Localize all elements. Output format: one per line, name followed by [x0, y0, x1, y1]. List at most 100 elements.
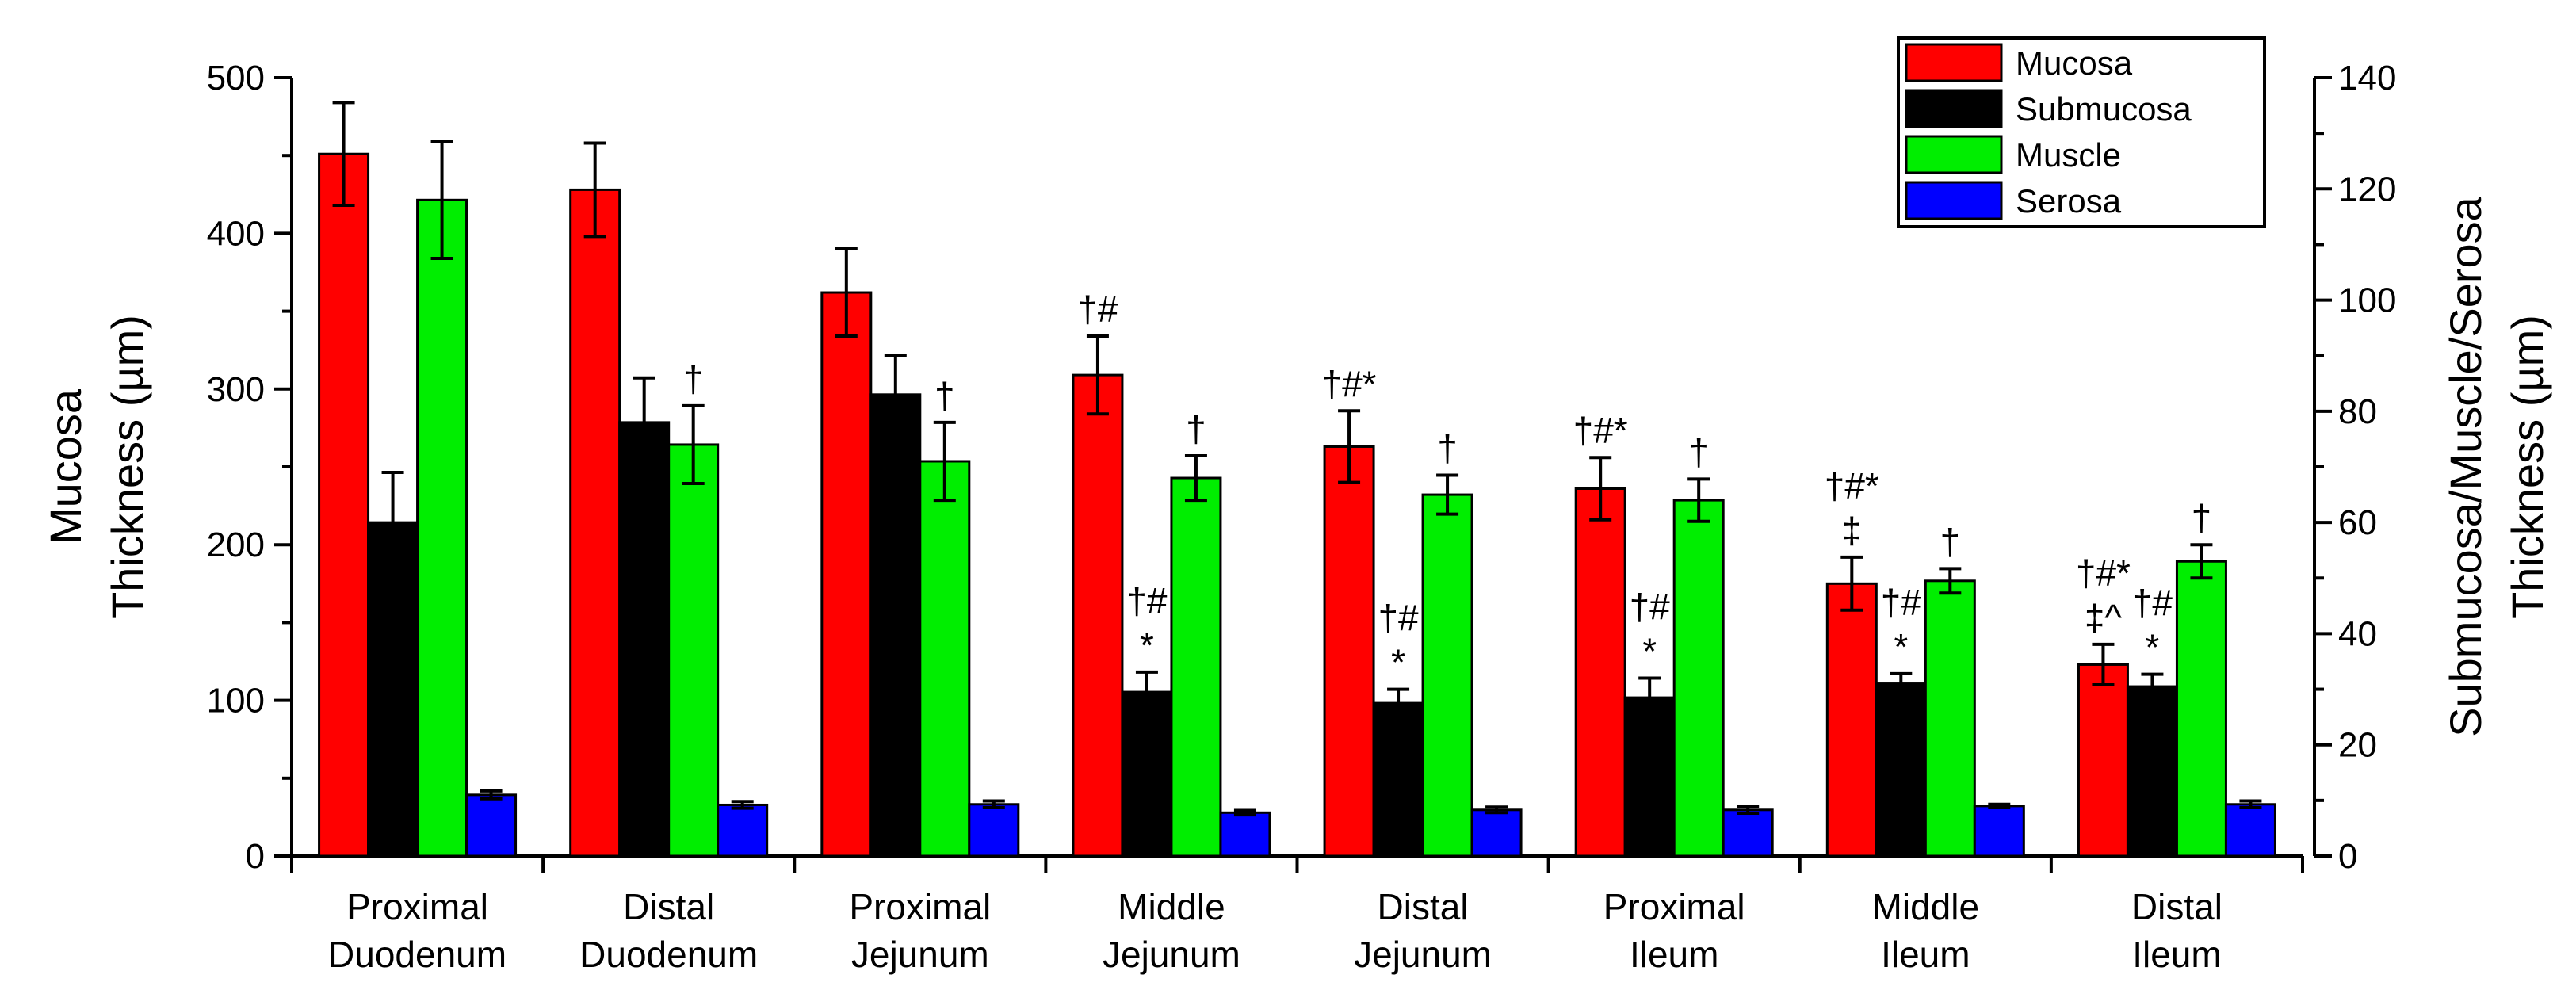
legend-swatch-muscle	[1905, 135, 2003, 174]
legend-swatch-submucosa	[1905, 89, 2003, 128]
legend-swatch-serosa	[1905, 181, 2003, 220]
significance-marker: †#	[1881, 582, 1922, 623]
bar-serosa	[717, 803, 769, 858]
category-label-line: Proximal	[346, 886, 488, 927]
category-label-line: Ileum	[2132, 934, 2221, 975]
significance-marker: †#	[2132, 583, 2173, 624]
bar-submucosa	[1875, 682, 1927, 858]
right-tick-label: 100	[2338, 281, 2396, 320]
legend-label-serosa: Serosa	[2016, 182, 2122, 220]
category-label-line: Jejunum	[1354, 934, 1492, 975]
bar-serosa	[1722, 808, 1774, 858]
category-label: Middle Ileum	[1872, 886, 1980, 975]
left-axis-title-line: Thickness (µm)	[102, 315, 152, 619]
legend-label-muscle: Muscle	[2016, 136, 2121, 174]
legend-label-submucosa: Submucosa	[2016, 90, 2192, 128]
bar-serosa	[465, 793, 518, 858]
left-tick-label: 400	[207, 214, 265, 253]
category-label: Proximal Ileum	[1603, 886, 1745, 975]
bar-serosa	[1219, 811, 1271, 858]
bar-mucosa	[1574, 487, 1626, 858]
error-bars	[332, 101, 2262, 817]
category-label-line: Ileum	[1881, 934, 1970, 975]
bar-mucosa	[2077, 663, 2129, 858]
significance-marker: *	[2145, 627, 2159, 668]
bar-submucosa	[869, 393, 922, 858]
category-label-line: Duodenum	[328, 934, 506, 975]
significance-marker: †	[1940, 521, 1961, 562]
significance-marker: †#*	[1825, 465, 1879, 506]
bar-serosa	[1470, 808, 1523, 858]
bar-serosa	[968, 803, 1020, 858]
left-axis-title: Mucosa Thickness (µm)	[40, 315, 152, 619]
significance-annotations: † ††#†#*††#*†#*† †#*†#*††#*‡†#*††#*‡^ †#*†	[683, 289, 2211, 683]
category-label: Proximal Duodenum	[328, 886, 506, 975]
bar-submucosa	[618, 421, 671, 858]
category-label-line: Proximal	[1603, 886, 1745, 927]
bar-serosa	[2224, 803, 2276, 858]
significance-marker: *	[1140, 625, 1154, 666]
significance-marker: ‡	[1842, 510, 1863, 551]
legend-swatch-mucosa	[1905, 43, 2003, 82]
right-tick-label: 60	[2338, 503, 2377, 542]
significance-marker: *	[1642, 631, 1657, 672]
left-tick-label: 300	[207, 370, 265, 409]
category-label-line: Duodenum	[579, 934, 758, 975]
significance-marker: ‡^	[2085, 597, 2123, 638]
category-label-line: Middle	[1872, 886, 1980, 927]
category-label: Middle Jejunum	[1103, 886, 1240, 975]
significance-marker: †	[1437, 428, 1458, 469]
category-label-line: Distal	[2131, 886, 2222, 927]
category-label-line: Jejunum	[851, 934, 989, 975]
bar-muscle	[416, 198, 468, 858]
bars	[318, 152, 2276, 858]
significance-marker: †	[1688, 431, 1709, 472]
significance-marker: *	[1894, 626, 1908, 667]
bar-muscle	[1421, 493, 1473, 858]
category-label-line: Distal	[623, 886, 714, 927]
left-tick-label: 200	[207, 526, 265, 564]
bar-mucosa	[1825, 582, 1878, 858]
category-label-line: Ileum	[1630, 934, 1718, 975]
left-tick-label: 0	[246, 837, 265, 876]
significance-marker: †#*	[1322, 363, 1377, 404]
bar-muscle	[1170, 476, 1222, 858]
right-tick-label: 80	[2338, 392, 2377, 431]
bar-submucosa	[1623, 696, 1676, 858]
bar-muscle	[667, 443, 720, 858]
significance-marker: †	[683, 358, 704, 399]
bar-muscle	[919, 460, 971, 858]
category-label: Distal Jejunum	[1354, 886, 1492, 975]
legend: Mucosa Submucosa Muscle Serosa	[1897, 36, 2266, 228]
right-tick-label: 120	[2338, 170, 2396, 208]
right-axis-title-line: Thickness (µm)	[2502, 315, 2552, 619]
category-label: Distal Ileum	[2131, 886, 2222, 975]
bar-submucosa	[1121, 690, 1173, 858]
category-labels: Proximal Duodenum Distal Duodenum Proximal Je…	[328, 886, 2222, 975]
bar-mucosa	[1072, 373, 1124, 858]
significance-marker: †#	[1630, 587, 1671, 628]
bar-muscle	[1924, 579, 1976, 858]
significance-marker: †	[2192, 497, 2212, 538]
bar-muscle	[2175, 560, 2227, 858]
bar-mucosa	[318, 152, 370, 858]
bar-muscle	[1672, 499, 1725, 858]
category-label: Distal Duodenum	[579, 886, 758, 975]
bar-serosa	[1973, 805, 2025, 858]
bar-submucosa	[1372, 701, 1424, 858]
bar-mucosa	[569, 188, 621, 858]
significance-marker: *	[1391, 642, 1405, 683]
right-tick-label: 20	[2338, 726, 2377, 765]
left-tick-label: 500	[207, 59, 265, 97]
left-tick-label: 100	[207, 682, 265, 721]
bar-mucosa	[1323, 445, 1375, 858]
right-tick-label: 40	[2338, 614, 2377, 653]
significance-marker: †	[1186, 408, 1206, 449]
significance-marker: †#*	[1573, 410, 1628, 451]
significance-marker: †#	[1126, 580, 1168, 621]
category-label-line: Proximal	[849, 886, 991, 927]
right-axis-title-line: Submucosa/Muscle/Serosa	[2440, 196, 2490, 737]
category-label: Proximal Jejunum	[849, 886, 991, 975]
category-label-line: Middle	[1118, 886, 1225, 927]
